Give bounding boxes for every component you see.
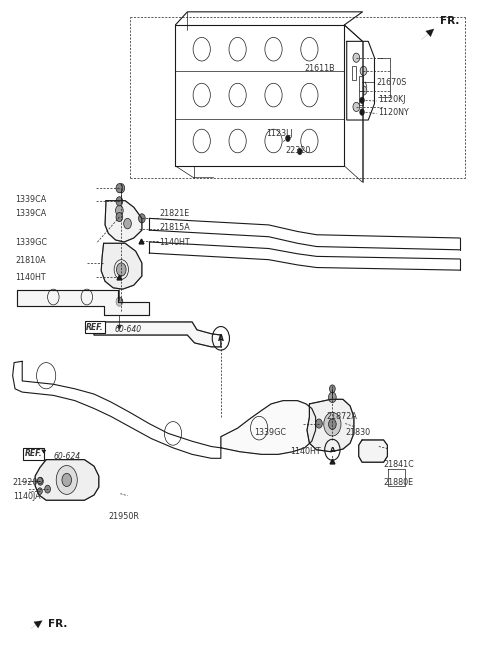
Circle shape [116,297,123,306]
Text: REF.: REF. [86,323,104,332]
Text: 21830: 21830 [345,428,371,437]
Text: 21920: 21920 [12,478,38,487]
Circle shape [298,148,302,155]
Text: 1140JA: 1140JA [12,492,40,501]
Circle shape [116,212,123,221]
Polygon shape [359,440,387,463]
Text: 21950R: 21950R [108,512,139,520]
Circle shape [62,474,72,486]
Circle shape [353,102,360,112]
Circle shape [353,53,360,62]
Text: 21841C: 21841C [384,461,414,470]
Polygon shape [105,200,142,242]
Text: A: A [330,447,335,453]
Text: FR.: FR. [440,16,459,26]
Polygon shape [35,460,99,500]
Text: REF.: REF. [24,449,42,459]
Text: 1339CA: 1339CA [15,209,46,217]
Text: 1339GC: 1339GC [15,238,47,246]
Text: A: A [218,334,224,343]
Polygon shape [101,243,142,289]
Text: 1339GC: 1339GC [254,428,287,437]
FancyBboxPatch shape [359,91,363,105]
Text: 21872A: 21872A [326,412,357,421]
Circle shape [286,135,290,142]
Circle shape [139,214,145,223]
Circle shape [45,485,50,493]
Circle shape [329,385,335,393]
Text: 21815A: 21815A [159,223,191,232]
Text: 21670S: 21670S [376,78,407,87]
FancyBboxPatch shape [359,76,363,91]
Text: 1140HT: 1140HT [159,238,190,246]
Circle shape [360,97,364,104]
Circle shape [324,413,341,436]
Text: 1120NY: 1120NY [378,108,408,118]
Text: 60-624: 60-624 [53,452,81,461]
Circle shape [117,263,126,276]
Circle shape [328,419,336,430]
Circle shape [118,183,125,193]
Text: 21810A: 21810A [15,256,46,265]
Text: 1123LJ: 1123LJ [266,129,293,139]
Polygon shape [307,399,354,452]
Circle shape [116,196,123,206]
Text: 21611B: 21611B [305,64,335,73]
Polygon shape [221,401,316,455]
Circle shape [124,218,132,229]
Text: FR.: FR. [48,619,67,629]
Circle shape [360,66,367,76]
FancyBboxPatch shape [352,66,356,80]
Text: 1140HT: 1140HT [15,273,46,282]
Text: 60-640: 60-640 [115,325,142,334]
Text: 21821E: 21821E [159,209,190,217]
Text: 22320: 22320 [286,146,311,155]
Text: 1120KJ: 1120KJ [378,95,405,104]
Circle shape [316,419,323,428]
Circle shape [116,205,123,215]
Polygon shape [94,322,221,347]
Text: 1339CA: 1339CA [15,195,46,204]
Text: 1140HT: 1140HT [290,447,321,457]
Circle shape [56,466,77,494]
Polygon shape [17,290,149,315]
Circle shape [37,478,43,485]
Circle shape [37,487,42,494]
Circle shape [328,392,336,403]
Circle shape [360,109,364,116]
Circle shape [116,183,123,193]
Circle shape [360,86,367,95]
Text: 21880E: 21880E [384,478,414,487]
Circle shape [37,478,42,484]
